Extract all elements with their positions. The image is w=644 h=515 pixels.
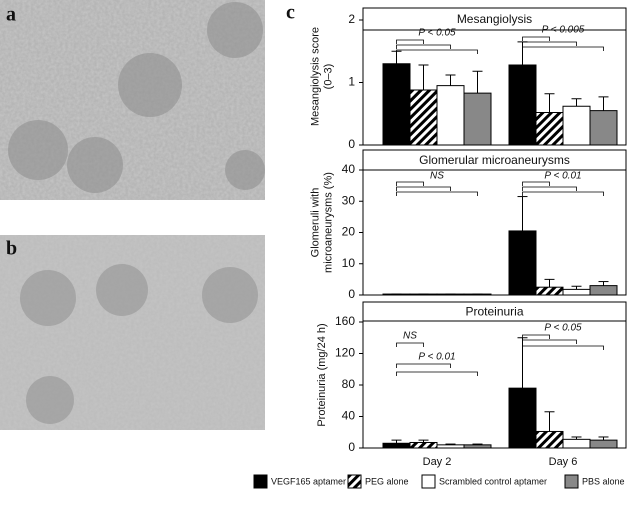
micrograph-a	[0, 0, 265, 200]
title-box	[362, 149, 627, 171]
panel-title: Glomerular microaneurysms	[419, 153, 570, 167]
significance-label: P < 0.005	[542, 25, 585, 36]
y-tick-label: 80	[342, 377, 356, 391]
bar	[589, 439, 618, 449]
significance-bracket	[522, 36, 550, 41]
legend-swatch	[564, 474, 579, 489]
significance-bracket	[396, 39, 424, 44]
significance-bracket	[522, 191, 604, 196]
panel-title: Proteinuria	[465, 305, 523, 319]
significance-bracket	[396, 371, 478, 376]
bar	[463, 293, 492, 296]
plot-frame	[362, 301, 627, 449]
significance-bracket	[522, 41, 577, 46]
y-tick-label: 10	[342, 256, 356, 270]
significance-bracket	[522, 46, 604, 51]
bar	[436, 293, 465, 296]
bar	[409, 441, 438, 449]
bar	[589, 285, 618, 296]
bar	[589, 110, 618, 146]
y-axis-label: Proteinuria (mg/24 h)	[316, 323, 328, 426]
y-tick-label: 30	[342, 193, 356, 207]
bar	[382, 63, 411, 146]
panel-title: Mesangiolysis	[457, 12, 532, 26]
significance-bracket	[396, 191, 478, 196]
y-tick-label: 2	[348, 12, 355, 26]
y-tick-label: 0	[348, 137, 355, 151]
plot-frame	[362, 149, 627, 296]
title-box	[362, 301, 627, 322]
significance-label: NS	[430, 171, 444, 182]
y-tick-label: 160	[335, 314, 355, 328]
significance-label: P < 0.05	[418, 28, 456, 39]
legend-label: VEGF165 aptamer	[271, 476, 346, 486]
bar	[409, 89, 438, 146]
bar	[436, 85, 465, 146]
x-tick-label: Day 6	[549, 456, 578, 468]
significance-label: P < 0.01	[418, 352, 455, 363]
significance-bracket	[522, 186, 577, 191]
y-tick-label: 120	[335, 346, 355, 360]
significance-bracket	[396, 186, 451, 191]
y-tick-label: 0	[348, 287, 355, 301]
y-tick-label: 1	[348, 75, 355, 89]
legend-swatch	[347, 474, 362, 489]
significance-bracket	[396, 363, 451, 368]
y-tick-label: 20	[342, 225, 356, 239]
significance-label: P < 0.05	[544, 323, 582, 334]
y-axis-label: Mesangiolysis score	[309, 27, 321, 126]
significance-bracket	[396, 44, 451, 49]
significance-bracket	[522, 345, 604, 350]
bar	[535, 112, 564, 146]
y-axis-label: (0–3)	[322, 64, 334, 90]
bar	[508, 64, 537, 146]
significance-label: P < 0.01	[544, 171, 581, 182]
y-tick-label: 40	[342, 162, 356, 176]
legend-swatch	[253, 474, 268, 489]
bar	[535, 430, 564, 449]
panel-label: a	[6, 4, 16, 26]
panel-label: b	[6, 238, 17, 260]
significance-label: NS	[403, 331, 417, 342]
bar	[436, 444, 465, 449]
bar	[463, 444, 492, 449]
legend-label: Scrambled control aptamer	[439, 476, 547, 486]
bar	[463, 92, 492, 146]
bar	[562, 105, 591, 146]
bar	[382, 293, 411, 296]
legend-label: PEG alone	[365, 476, 409, 486]
legend-swatch	[421, 474, 436, 489]
significance-bracket	[396, 49, 478, 54]
significance-bracket	[522, 339, 577, 344]
significance-bracket	[396, 342, 424, 347]
y-tick-label: 40	[342, 409, 356, 423]
micrograph-b	[0, 235, 265, 430]
significance-bracket	[522, 181, 550, 186]
bar	[562, 438, 591, 449]
bar	[409, 293, 438, 296]
bar	[508, 230, 537, 296]
y-axis-label: microaneurysms (%)	[322, 172, 334, 273]
bar	[535, 286, 564, 296]
y-tick-label: 0	[348, 440, 355, 454]
x-tick-label: Day 2	[423, 456, 452, 468]
bar	[508, 387, 537, 449]
y-axis-label: Glomeruli with	[309, 188, 321, 258]
panel-label: c	[286, 2, 295, 24]
bar	[562, 288, 591, 296]
legend-label: PBS alone	[582, 476, 625, 486]
significance-bracket	[522, 334, 550, 339]
bar	[382, 442, 411, 449]
title-box	[362, 7, 627, 31]
significance-bracket	[396, 181, 424, 186]
